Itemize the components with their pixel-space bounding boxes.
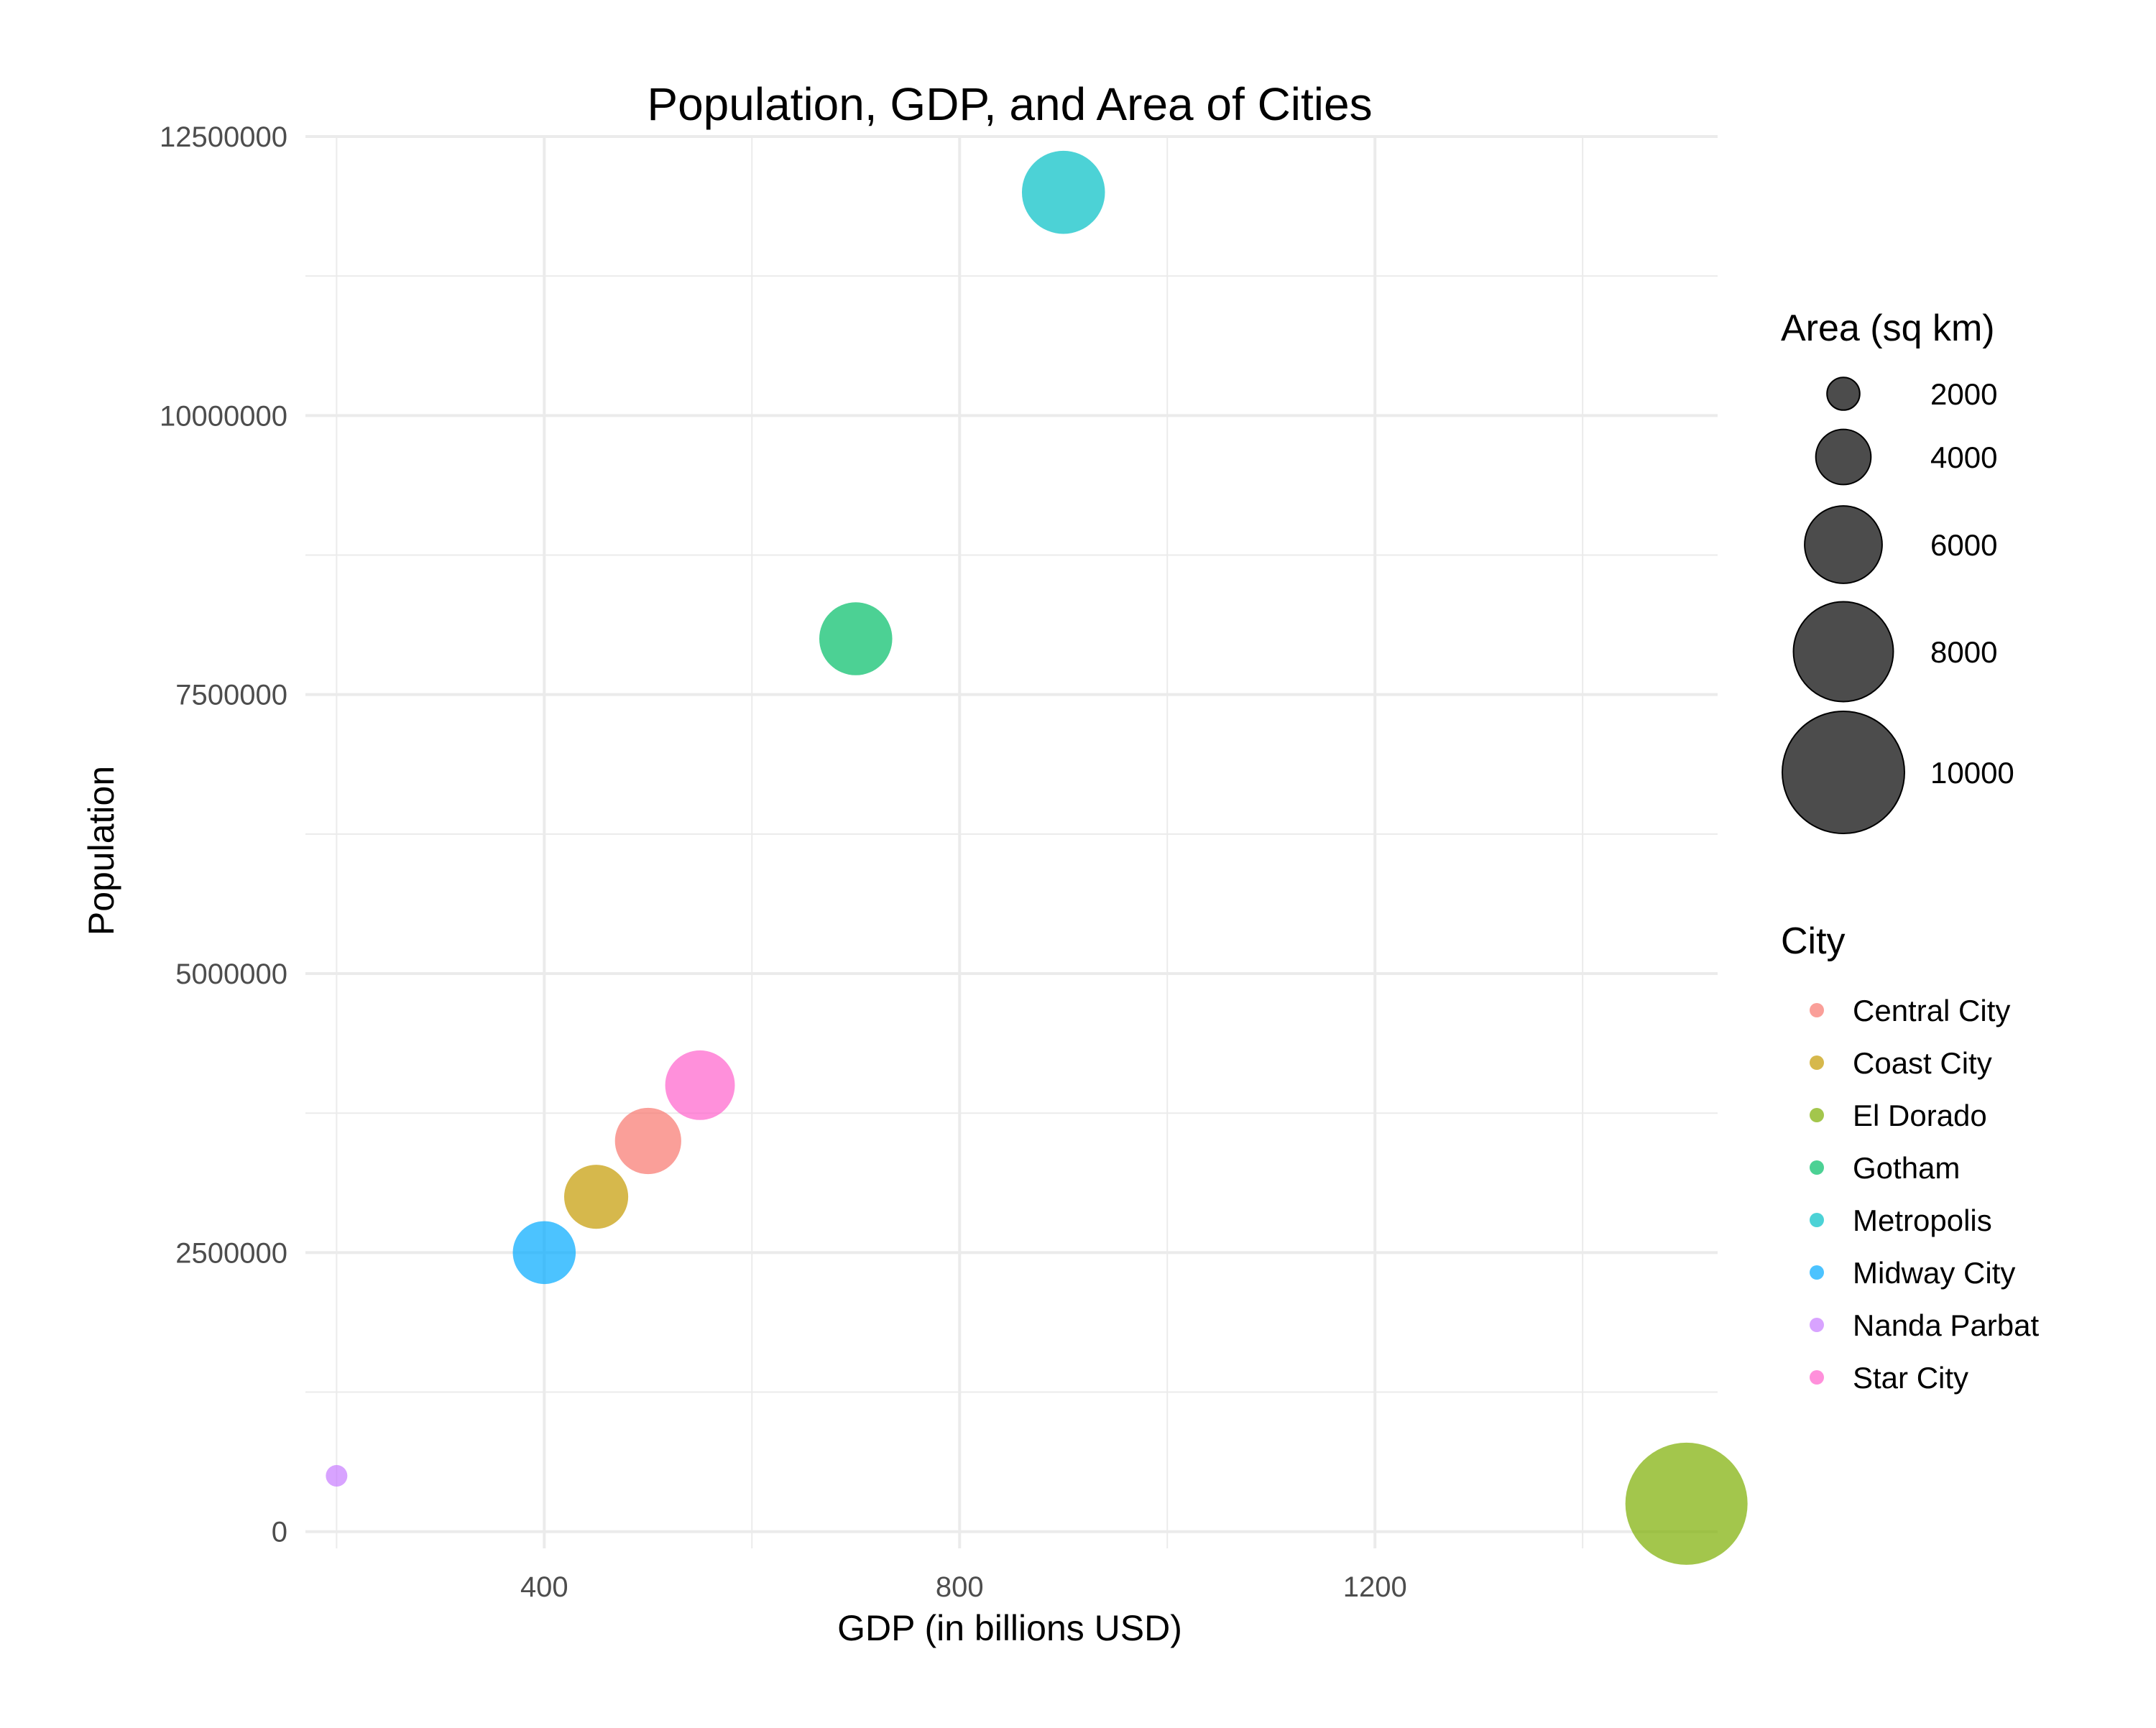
- color-legend-label: El Dorado: [1853, 1099, 1987, 1132]
- size-legend-key: [1792, 601, 1894, 703]
- color-legend-key: [1810, 1318, 1824, 1332]
- color-legend-label: Metropolis: [1853, 1203, 1992, 1237]
- y-tick-label: 12500000: [160, 121, 287, 153]
- point-star-city: [665, 1050, 735, 1120]
- point-central-city: [614, 1107, 681, 1175]
- y-axis-title: Population: [81, 766, 121, 935]
- y-tick-label: 7500000: [175, 680, 287, 711]
- chart-title: Population, GDP, and Area of Cities: [647, 78, 1372, 130]
- color-legend-key: [1810, 1160, 1824, 1175]
- point-el-dorado: [1625, 1442, 1748, 1565]
- color-legend-key: [1810, 1213, 1824, 1227]
- grid: [305, 135, 1718, 1548]
- point-midway-city: [512, 1221, 576, 1285]
- color-legend-label: Central City: [1853, 994, 2010, 1027]
- axes: 400 800 1200 0 2500000 5000000 7500000 10000000…: [160, 121, 1407, 1603]
- color-legend-key: [1810, 1370, 1824, 1385]
- color-legend-key: [1810, 1003, 1824, 1017]
- size-legend-label: 10000: [1930, 756, 2014, 790]
- color-legend-key: [1810, 1055, 1824, 1070]
- size-legend-label: 8000: [1930, 635, 1997, 669]
- x-tick-label: 1200: [1343, 1571, 1407, 1603]
- x-tick-label: 400: [520, 1571, 568, 1603]
- size-legend-key: [1826, 376, 1861, 411]
- color-legend-label: Star City: [1853, 1361, 1968, 1395]
- size-legend: Area (sq km) 2000 4000 6000 8000 10000: [1781, 308, 2014, 834]
- point-coast-city: [564, 1165, 629, 1229]
- color-legend-label: Midway City: [1853, 1256, 2015, 1290]
- size-legend-key: [1815, 428, 1872, 486]
- color-legend-label: Coast City: [1853, 1046, 1992, 1080]
- x-tick-label: 800: [936, 1571, 984, 1603]
- y-tick-label: 5000000: [175, 958, 287, 990]
- color-legend-label: Nanda Parbat: [1853, 1308, 2040, 1342]
- y-tick-label: 2500000: [175, 1237, 287, 1269]
- size-legend-title: Area (sq km): [1781, 308, 1995, 349]
- size-legend-label: 6000: [1930, 528, 1997, 562]
- point-metropolis: [1021, 150, 1105, 234]
- size-legend-label: 4000: [1930, 440, 1997, 474]
- y-tick-label: 10000000: [160, 400, 287, 432]
- color-legend: City Central City Coast City El Dorado Goth…: [1781, 920, 2040, 1395]
- color-legend-key: [1810, 1108, 1824, 1122]
- point-gotham: [819, 602, 893, 675]
- data-points: [326, 150, 1748, 1565]
- x-axis-title: GDP (in billions USD): [837, 1608, 1182, 1648]
- color-legend-label: Gotham: [1853, 1151, 1960, 1185]
- color-legend-title: City: [1781, 920, 1846, 962]
- color-legend-key: [1810, 1265, 1824, 1280]
- point-nanda-parbat: [326, 1465, 348, 1487]
- y-tick-label: 0: [272, 1517, 287, 1548]
- size-legend-label: 2000: [1930, 377, 1997, 411]
- size-legend-key: [1804, 505, 1883, 584]
- size-legend-key: [1782, 711, 1905, 834]
